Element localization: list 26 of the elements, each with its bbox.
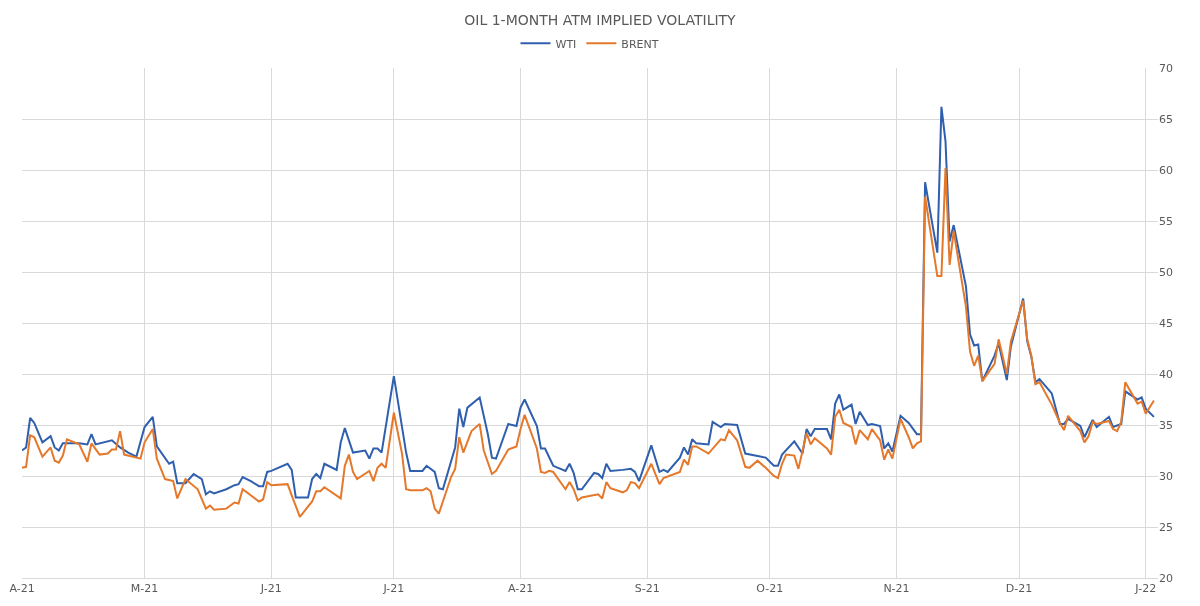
y-tick-label: 40 [1159,367,1173,381]
x-tick-label: S-21 [634,582,660,596]
legend-label: WTI [555,37,577,51]
y-tick-label: 50 [1159,265,1173,279]
y-tick-label: 35 [1159,418,1173,432]
y-tick-label: 70 [1159,61,1173,75]
x-tick-label: N-21 [883,582,910,596]
y-tick-label: 55 [1159,214,1173,228]
legend-label: BRENT [621,37,659,51]
x-tick-label: A-21 [507,582,534,596]
y-tick-label: 45 [1159,316,1173,330]
x-tick-label: O-21 [756,582,784,596]
y-tick-label: 30 [1159,469,1173,483]
line-series [22,105,1155,499]
y-tick-label: 65 [1159,112,1173,126]
x-tick-label: A-21 [9,582,35,596]
y-tick-label: 25 [1159,520,1173,534]
x-tick-label: J-21 [382,582,405,596]
chart-title: OIL 1-MONTH ATM IMPLIED VOLATILITY [464,11,737,28]
y-tick-label: 20 [1159,571,1173,585]
x-tick-label: D-21 [1005,582,1033,596]
x-tick-label: J-21 [259,582,282,596]
line-series [22,166,1155,518]
y-tick-label: 60 [1159,163,1173,177]
x-tick-label: M-21 [130,582,159,596]
x-tick-label: J-22 [1134,582,1157,596]
